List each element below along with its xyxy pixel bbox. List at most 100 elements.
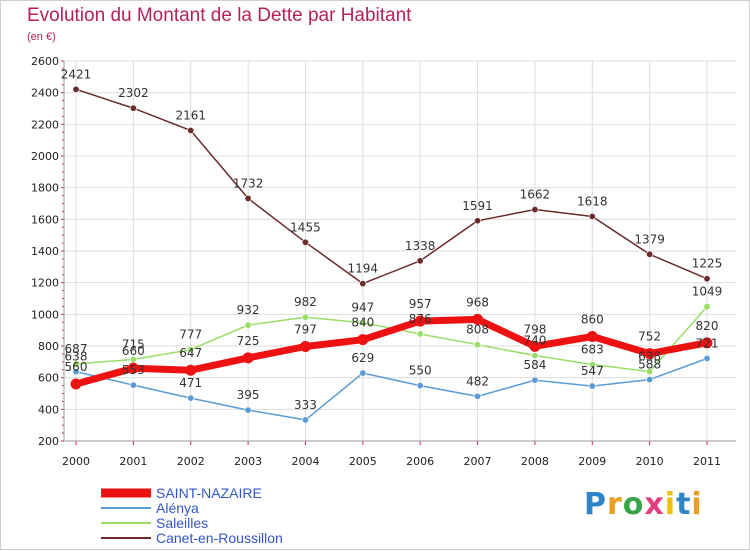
series-line-0 [72,315,711,388]
data-point [529,340,541,352]
data-label: 683 [581,343,604,357]
data-point [644,348,656,360]
x-tick-label: 2005 [349,455,377,468]
data-point [588,212,596,220]
x-tick-label: 2008 [521,455,549,468]
y-tick-label: 400 [38,403,59,416]
data-label: 725 [237,334,260,348]
data-point [703,275,711,283]
y-tick-label: 200 [38,435,59,448]
data-label: 560 [65,360,88,374]
data-label: 876 [409,312,432,326]
data-point [70,378,82,390]
data-point [588,361,596,369]
data-point [531,351,539,359]
data-label: 715 [122,337,145,351]
data-label: 1338 [405,239,436,253]
legend-label: SAINT-NAZAIRE [156,485,262,501]
x-tick-label: 2011 [693,455,721,468]
chart-subtitle: (en €) [27,31,56,43]
x-tick-label: 2002 [177,455,205,468]
data-label: 777 [179,328,202,342]
proxiti-logo: Proxiti [584,487,703,522]
data-label: 797 [294,322,317,336]
y-tick-label: 2400 [31,87,59,100]
data-label: 1618 [577,194,608,208]
data-point [299,340,311,352]
data-point [646,250,654,258]
data-point [586,331,598,342]
y-tick-label: 2000 [31,150,59,163]
data-point [359,280,367,288]
data-label: 820 [696,319,719,333]
data-point [359,369,367,377]
data-label: 550 [409,364,432,378]
data-label: 1732 [233,176,264,190]
data-point [531,376,539,384]
data-label: 553 [122,363,145,377]
data-label: 395 [237,388,260,402]
x-tick-label: 2000 [62,455,90,468]
data-label: 638 [638,350,661,364]
y-tick-label: 800 [38,340,59,353]
x-tick-label: 2007 [464,455,492,468]
x-tick-label: 2001 [119,455,147,468]
data-label: 740 [523,334,546,348]
data-label: 482 [466,374,489,388]
data-label: 638 [65,350,88,364]
chart-title: Evolution du Montant de la Dette par Hab… [27,5,412,26]
data-label: 471 [179,376,202,390]
data-point [474,341,482,349]
x-tick-label: 2003 [234,455,262,468]
data-point [244,321,252,329]
data-point [414,315,426,327]
data-label: 840 [351,316,374,330]
data-point [244,194,252,202]
data-label: 1049 [692,285,723,299]
data-point [646,376,654,384]
data-point [301,416,309,424]
y-tick-label: 1200 [31,277,59,290]
data-label: 982 [294,295,317,309]
data-label: 752 [638,330,661,344]
data-point [187,346,195,354]
data-label: 860 [581,313,604,327]
x-tick-label: 2009 [578,455,606,468]
data-point [588,382,596,390]
data-point [242,352,254,364]
legend-label: Canet-en-Roussillon [156,530,283,546]
data-point [244,406,252,414]
data-label: 957 [409,297,432,311]
data-label: 687 [65,342,88,356]
data-label: 968 [466,295,489,309]
y-tick-label: 600 [38,372,59,385]
data-point [474,392,482,400]
data-label: 1591 [462,199,493,213]
y-tick-label: 1800 [31,182,59,195]
data-label: 584 [523,358,546,372]
data-point [357,334,369,346]
y-tick-label: 1400 [31,245,59,258]
data-point [129,355,137,363]
data-point [701,337,713,349]
data-label: 1225 [692,257,723,271]
data-label: 932 [237,303,260,317]
data-label: 798 [523,322,546,336]
data-label: 2421 [61,67,92,81]
data-point [185,364,197,376]
y-tick-label: 2200 [31,118,59,131]
data-point [416,382,424,390]
data-point [359,319,367,327]
legend-label: Saleilles [156,515,208,531]
data-point [703,355,711,363]
data-label: 721 [696,337,719,351]
series-line-1 [75,357,708,421]
data-point [416,257,424,265]
data-point [646,368,654,376]
legend-label: Alénya [156,500,199,516]
data-label: 1194 [348,262,379,276]
data-label: 629 [351,351,374,365]
data-label: 333 [294,398,317,412]
data-label: 588 [638,358,661,372]
